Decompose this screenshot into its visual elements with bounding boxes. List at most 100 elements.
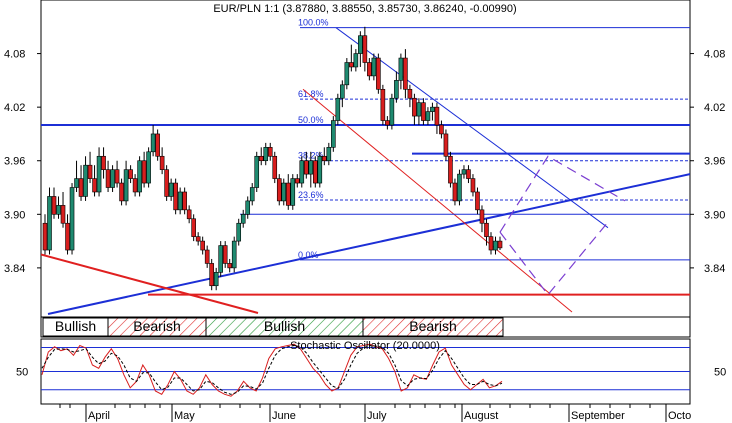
candle-body <box>308 160 314 175</box>
candle-body <box>416 102 422 117</box>
candle-body <box>218 245 223 273</box>
candle-body <box>56 205 61 215</box>
candle-body <box>101 155 106 170</box>
candle-body <box>434 106 440 126</box>
candle-body <box>177 191 183 211</box>
candle-body <box>110 169 115 188</box>
stochastic-k-line <box>41 343 503 397</box>
stochastic-d-line <box>41 344 503 395</box>
y-tick-label-right: 4.02 <box>704 102 725 114</box>
sentiment-band-label: Bullish <box>55 318 96 334</box>
rising-support-line <box>47 173 690 315</box>
candle-body <box>358 35 363 54</box>
candle-body <box>385 120 390 126</box>
candle-body <box>285 182 291 206</box>
candle-body <box>249 187 255 202</box>
candle-body <box>87 164 93 179</box>
candle-body <box>448 155 453 184</box>
y-tick-label-right: 4.08 <box>704 49 725 61</box>
candle-body <box>407 88 413 99</box>
candle-body <box>114 169 120 184</box>
y-tick-label-right: 3.90 <box>704 209 725 221</box>
x-tick-label: June <box>272 410 296 422</box>
candle-body <box>47 196 52 251</box>
sentiment-band-label: Bullish <box>264 318 305 334</box>
candle-body <box>299 160 305 184</box>
candle-body <box>92 178 97 193</box>
candle-body <box>123 169 129 202</box>
candle-body <box>380 88 386 121</box>
candle-body <box>335 97 341 121</box>
candle-body <box>240 214 246 224</box>
candle-body <box>191 218 196 237</box>
candle-body <box>267 147 273 157</box>
x-tick-label: Octo <box>668 410 691 422</box>
candle-body <box>168 182 174 197</box>
price-axis: 4.08 4.08 4.02 4.02 3.96 3.96 3.90 3.90 3.84 3.84 <box>4 49 725 275</box>
candle-body <box>227 263 233 269</box>
candle-body <box>182 191 187 211</box>
candle-body <box>394 80 399 99</box>
candle-body <box>294 178 300 184</box>
candle-body <box>128 169 133 179</box>
candle-body <box>452 182 458 202</box>
x-tick-label: April <box>88 410 110 422</box>
candle-body <box>344 62 350 86</box>
x-tick-label: September <box>571 410 625 422</box>
candle-body <box>209 263 214 287</box>
candle-body <box>421 102 426 121</box>
candle-body <box>497 240 503 249</box>
candle-body <box>96 155 102 193</box>
sentiment-bands: Bullish Bearish Bullish Bearish <box>42 317 504 337</box>
candle-body <box>105 169 111 188</box>
y-tick-label-left: 4.02 <box>4 102 25 114</box>
projection-path-upper <box>499 155 626 233</box>
candle-body <box>425 111 431 121</box>
candle-body <box>65 222 70 251</box>
x-tick-label: August <box>464 410 498 422</box>
y-tick-label-right: 3.84 <box>704 263 725 275</box>
candle-body <box>78 178 84 197</box>
candle-body <box>371 57 377 77</box>
upper-channel-line <box>335 27 609 229</box>
sentiment-band-label: Bearish <box>133 318 180 334</box>
time-axis: April May June July August September Octo <box>59 404 691 422</box>
candle-body <box>322 155 327 162</box>
candle-body <box>159 155 165 170</box>
y-tick-label-left: 3.90 <box>4 209 25 221</box>
lower-channel-line <box>302 88 573 313</box>
candle-body <box>430 106 435 112</box>
candle-body <box>150 133 156 153</box>
fib-level-label: 0.0% <box>298 250 319 260</box>
fib-level-label: 50.0% <box>298 115 324 125</box>
candle-body <box>340 84 345 99</box>
fib-level-label: 100.0% <box>298 18 329 28</box>
fib-level-label: 23.6% <box>298 190 324 200</box>
candle-body <box>326 147 332 162</box>
candle-body <box>132 178 138 193</box>
candle-body <box>488 236 494 251</box>
candlesticks <box>42 26 503 291</box>
candle-body <box>164 169 169 197</box>
candle-body <box>236 222 242 242</box>
candle-body <box>74 178 79 188</box>
sentiment-band-label: Bearish <box>409 318 456 334</box>
candle-body <box>254 155 260 188</box>
trend-lines <box>41 27 690 315</box>
candle-body <box>231 240 237 269</box>
candle-body <box>439 124 444 135</box>
candle-body <box>137 160 142 193</box>
candle-body <box>349 62 354 68</box>
candle-body <box>353 53 359 68</box>
y-tick-label-right: 3.96 <box>704 156 725 168</box>
candle-body <box>367 62 372 77</box>
candle-body <box>173 182 178 211</box>
candle-body <box>466 169 471 179</box>
candle-body <box>263 147 269 162</box>
candle-body <box>443 133 449 157</box>
candle-body <box>155 133 160 157</box>
x-tick-label: July <box>367 410 387 422</box>
oscillator-title: Stochastic Oscillator (20.0000) <box>290 340 440 352</box>
candle-body <box>258 155 264 162</box>
